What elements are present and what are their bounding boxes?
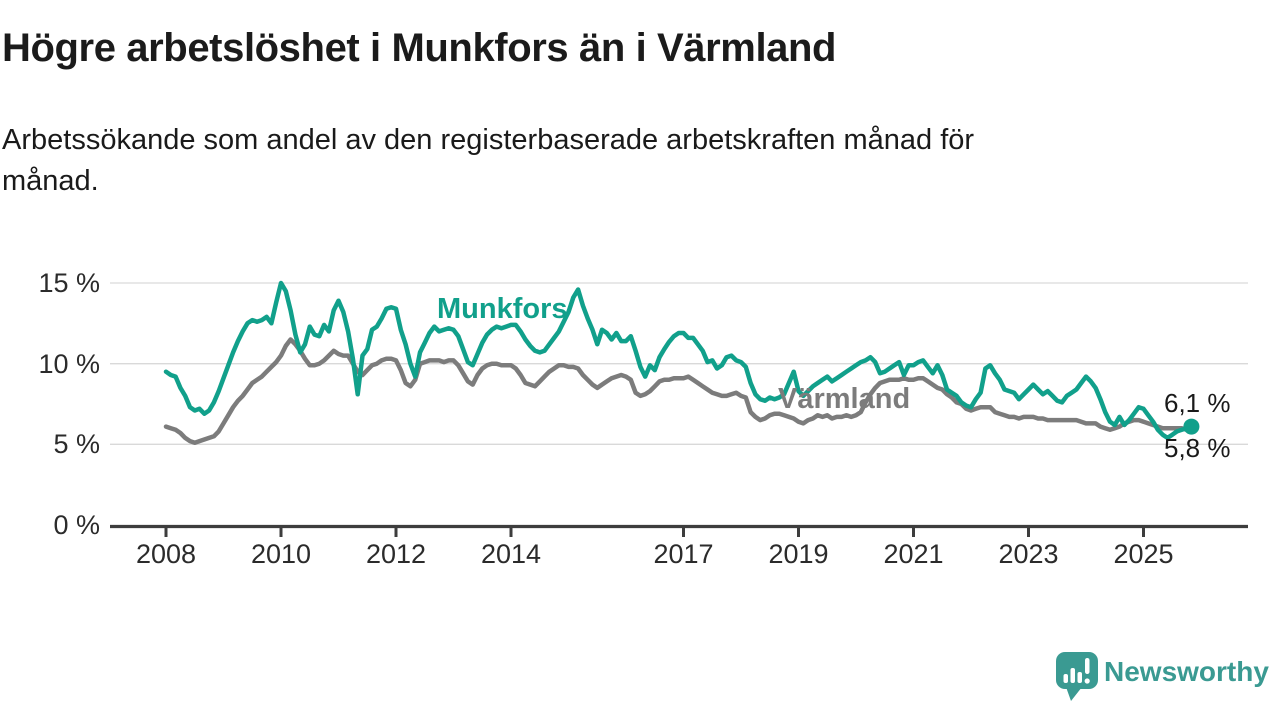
page-title: Högre arbetslöshet i Munkfors än i Värml… xyxy=(2,26,837,70)
x-axis-label: 2023 xyxy=(998,539,1059,569)
end-value-label-munkfors: 6,1 % xyxy=(1164,388,1231,418)
logo-bar-3 xyxy=(1077,672,1082,683)
x-axis-label: 2025 xyxy=(1113,539,1174,569)
logo-bubble-shape xyxy=(1056,652,1098,689)
logo-bar-2 xyxy=(1070,668,1075,683)
logo-exclamation-bar xyxy=(1085,658,1090,674)
x-axis-label: 2021 xyxy=(883,539,944,569)
y-axis-label: 15 % xyxy=(38,268,100,298)
y-axis-label: 0 % xyxy=(53,510,100,540)
x-axis-label: 2008 xyxy=(135,539,197,569)
logo-bar-1 xyxy=(1063,674,1068,683)
logo-exclamation-dot xyxy=(1084,678,1090,684)
latest-value-dot xyxy=(1183,418,1200,435)
x-axis-label: 2017 xyxy=(653,539,714,569)
series-label-varmland: Värmland xyxy=(778,383,911,415)
x-axis-label: 2012 xyxy=(365,539,427,569)
x-axis-label: 2019 xyxy=(768,539,829,569)
end-value-label-varmland: 5,8 % xyxy=(1164,433,1231,463)
x-axis-label: 2014 xyxy=(480,539,542,569)
y-axis-label: 10 % xyxy=(38,348,100,379)
series-line-värmland xyxy=(163,337,1194,445)
series-label-munkfors: Munkfors xyxy=(437,293,568,325)
chart-plot-area xyxy=(110,280,1248,537)
logo-bubble-tail xyxy=(1066,687,1082,701)
series-line-munkfors xyxy=(163,280,1194,441)
x-axis-label: 2010 xyxy=(250,539,312,569)
brand-name: Newsworthy xyxy=(1104,656,1269,687)
newsworthy-logo-icon xyxy=(1056,652,1098,701)
y-axis-label: 5 % xyxy=(53,429,100,460)
chart-subtitle: Arbetssökande som andel av den registerb… xyxy=(2,124,975,197)
